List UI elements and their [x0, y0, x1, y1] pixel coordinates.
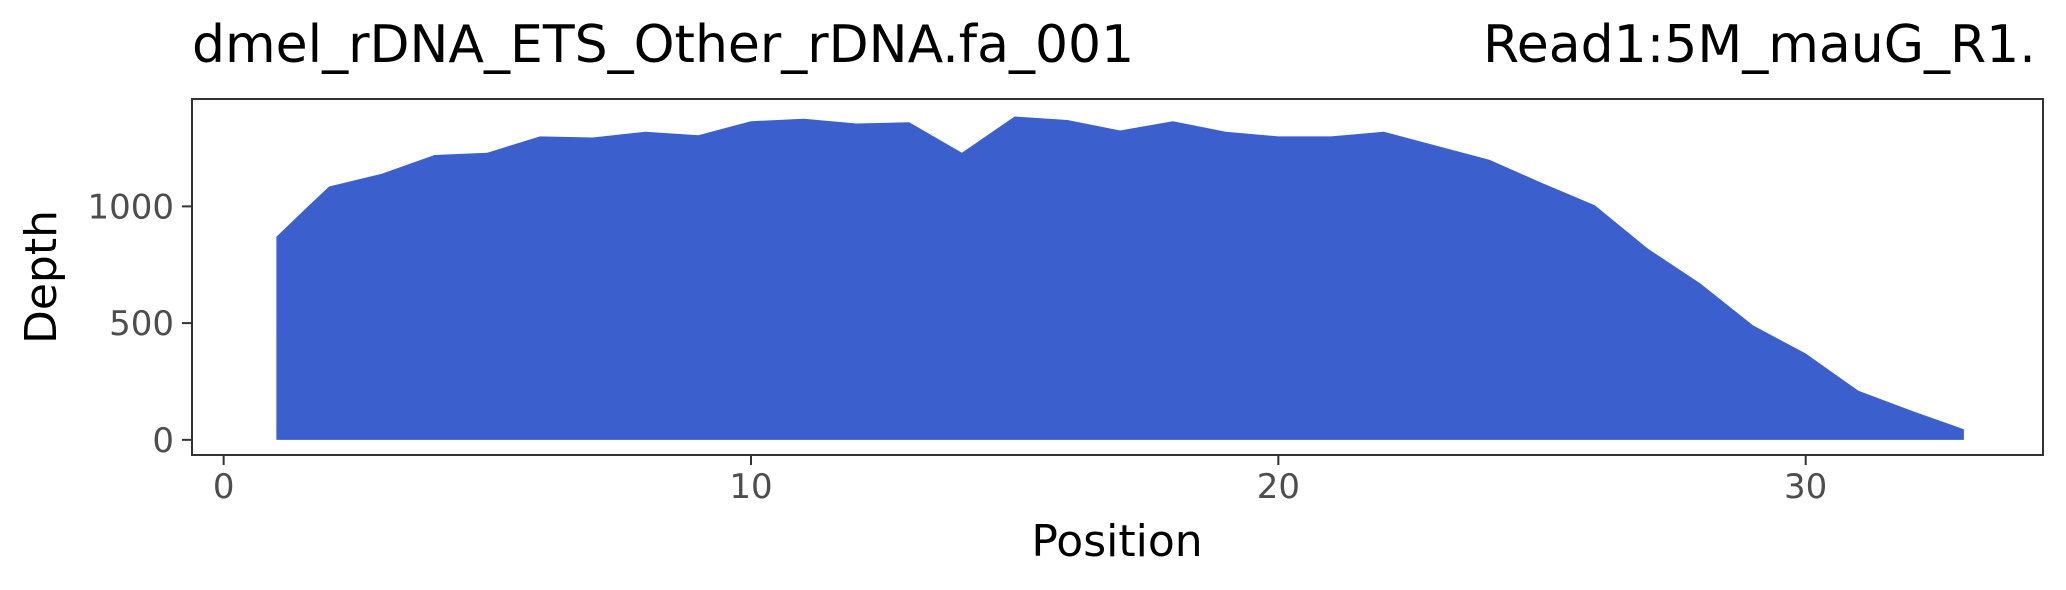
- y-tick-label: 0: [152, 421, 174, 461]
- x-tick-label: 20: [1257, 467, 1300, 507]
- chart-subtitle-read: Read1:5M_mauG_R1.: [1483, 15, 2036, 75]
- depth-area: [276, 116, 1964, 440]
- x-tick-label: 10: [729, 467, 772, 507]
- x-axis-title: Position: [1031, 516, 1202, 567]
- plot-border: [191, 98, 2044, 456]
- chart-title: dmel_rDNA_ETS_Other_rDNA.fa_001: [192, 15, 1134, 75]
- y-tick-label: 500: [109, 304, 174, 344]
- y-axis-title: Depth: [16, 210, 67, 344]
- y-tick-label: 1000: [87, 187, 174, 227]
- x-tick-label: 30: [1784, 467, 1827, 507]
- x-tick-label: 0: [213, 467, 235, 507]
